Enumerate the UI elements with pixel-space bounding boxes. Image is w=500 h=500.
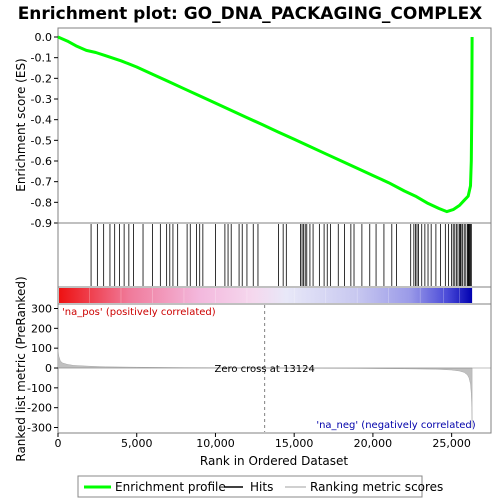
metric-y-tick-label: -300 [27,422,52,435]
metric-y-tick-label: 0 [45,362,52,375]
es-y-tick-label: -0.8 [31,196,52,209]
x-axis-ticks: 0 5,000 10,000 15,000 20,000 25,000 [55,433,471,450]
metric-y-ticks: 300 200 100 0 -100 -200 -300 [27,303,58,435]
es-y-tick-label: -0.5 [31,134,52,147]
metric-y-tick-label: -200 [27,402,52,415]
metric-y-axis-label: Ranked list metric (PreRanked) [14,276,28,461]
metric-y-tick-label: 200 [31,322,52,335]
x-tick-label: 15,000 [275,437,314,450]
rank-colorbar-panel [57,286,492,305]
legend-label-hits: Hits [250,480,273,494]
metric-y-tick-label: 300 [31,303,52,316]
es-y-axis-label: Enrichment score (ES) [14,58,28,191]
negative-correlation-label: 'na_neg' (negatively correlated) [316,420,475,431]
es-y-tick-label: -0.3 [31,93,52,106]
x-axis-label: Rank in Ordered Dataset [200,454,348,468]
metric-y-tick-label: 100 [31,342,52,355]
es-y-ticks: 0.0 -0.1 -0.2 -0.3 -0.4 -0.5 -0.6 -0.7 -0.8 -0.9 [31,31,58,230]
enrichment-panel: 0.0-0.1-0.2-0.3-0.4-0.5-0.6-0.7-0.8-0.9 … [14,27,492,230]
enrichment-panel-frame [57,27,492,224]
x-tick-label: 10,000 [196,437,235,450]
legend-box [77,475,423,498]
es-y-tick-label: -0.7 [31,176,52,189]
es-y-tick-label: -0.1 [31,52,52,65]
es-y-tick-label: -0.4 [31,114,52,127]
es-y-tick-label: -0.2 [31,72,52,85]
rank-colorbar-splits [89,288,460,303]
hits-panel [57,222,492,288]
x-tick-label: 5,000 [121,437,153,450]
x-tick-label: 20,000 [354,437,393,450]
metric-y-tick-label: -100 [27,382,52,395]
ranked-metric-panel: 300 200 100 0 -100 -200 -300 'na_pos' (positiv… [14,276,492,462]
hit-lines [90,224,472,286]
es-y-tick-label: -0.9 [31,217,52,230]
legend-label-enrichment: Enrichment profile [115,480,226,494]
rank-colorbar [59,288,473,303]
es-y-tick-label: 0.0 [35,31,53,44]
x-tick-label: 0 [55,437,62,450]
enrichment-profile-line [57,35,474,214]
hits-panel-frame [57,222,492,288]
es-y-tick-label: -0.6 [31,155,52,168]
legend-label-ranking: Ranking metric scores [310,480,443,494]
zero-cross-label: Zero cross at 13124 [214,364,314,375]
x-tick-label: 25,000 [432,437,471,450]
legend: Enrichment profile Hits Ranking metric s… [77,475,443,498]
positive-correlation-label: 'na_pos' (positively correlated) [62,307,216,318]
chart-title: Enrichment plot: GO_DNA_PACKAGING_COMPLE… [18,4,483,24]
